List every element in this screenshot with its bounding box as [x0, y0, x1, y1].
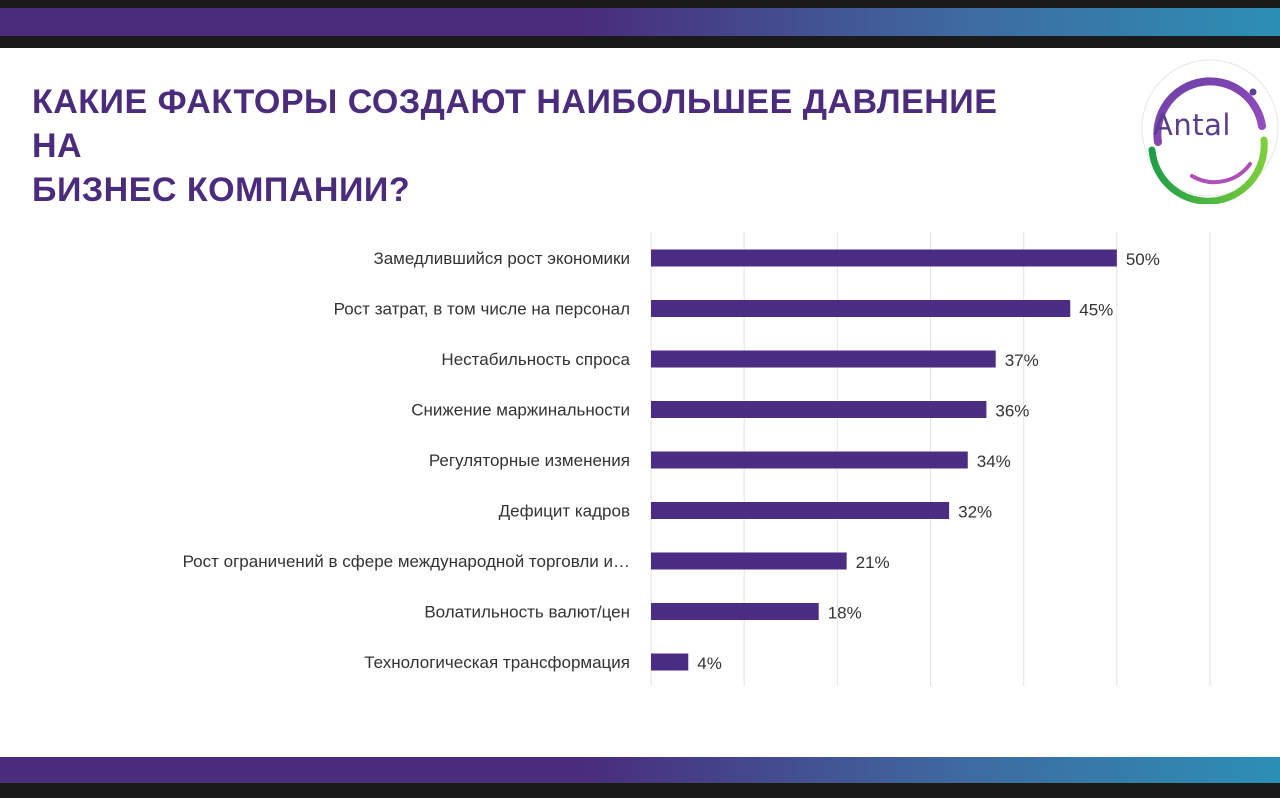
bar: [651, 653, 689, 671]
bar: [651, 401, 987, 418]
logo-text: Antal: [1153, 108, 1231, 142]
title-line-1: КАКИЕ ФАКТОРЫ СОЗДАЮТ НАИБОЛЬШЕЕ ДАВЛЕНИ…: [32, 83, 998, 165]
bottom-gradient-band: [0, 757, 1280, 783]
data-label: 37%: [1005, 351, 1039, 370]
data-label: 4%: [697, 654, 722, 673]
antal-logo-icon: [1141, 59, 1279, 204]
category-label: Волатильность валют/цен: [424, 603, 630, 622]
category-label: Дефицит кадров: [499, 502, 630, 521]
title-line-2: БИЗНЕС КОМПАНИИ?: [32, 171, 411, 209]
top-dark-strip-2: [0, 36, 1280, 48]
category-label: Регуляторные изменения: [429, 451, 630, 470]
data-label: 34%: [977, 452, 1011, 471]
category-label: Рост затрат, в том числе на персонал: [334, 300, 630, 319]
bar: [651, 300, 1071, 317]
top-gradient-band: [0, 8, 1280, 36]
page-title: КАКИЕ ФАКТОРЫ СОЗДАЮТ НАИБОЛЬШЕЕ ДАВЛЕНИ…: [32, 80, 1032, 212]
data-label: 45%: [1079, 301, 1113, 320]
data-label: 18%: [828, 604, 862, 623]
top-dark-strip: [0, 0, 1280, 8]
category-label: Нестабильность спроса: [441, 350, 630, 369]
category-label: Рост ограничений в сфере международной т…: [183, 552, 630, 571]
bar: [651, 350, 996, 368]
category-label: Технологическая трансформация: [364, 653, 630, 672]
data-label: 21%: [856, 553, 890, 572]
bottom-dark-strip: [0, 783, 1280, 798]
bar: [651, 249, 1117, 267]
data-label: 36%: [995, 402, 1029, 421]
data-label: 32%: [958, 503, 992, 522]
category-label: Замедлившийся рост экономики: [373, 249, 630, 268]
bar: [651, 502, 950, 519]
bar: [651, 451, 968, 469]
category-label: Снижение маржинальности: [411, 401, 630, 420]
bar: [651, 603, 819, 620]
data-label: 50%: [1126, 250, 1160, 269]
bar: [651, 552, 847, 570]
